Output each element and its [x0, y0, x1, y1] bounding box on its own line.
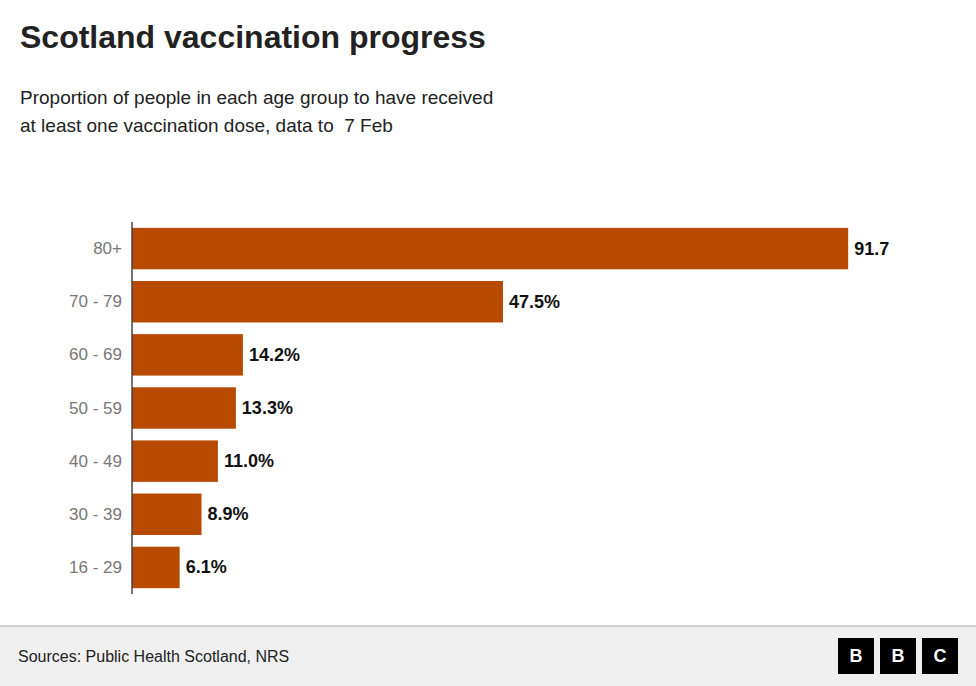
data-label: 47.5%	[509, 292, 560, 312]
logo-letter: C	[934, 646, 947, 666]
bar	[132, 547, 180, 588]
title: Scotland vaccination progress	[20, 19, 486, 55]
category-label: 80+	[93, 239, 122, 258]
bar	[132, 494, 202, 535]
subtitle: at least one vaccination dose, data to 7…	[20, 115, 393, 136]
footer-separator	[0, 625, 976, 626]
category-label: 40 - 49	[69, 452, 122, 471]
category-label: 70 - 79	[69, 292, 122, 311]
logo-box	[922, 638, 958, 674]
data-label: 14.2%	[249, 345, 300, 365]
source: Sources: Public Health Scotland, NRS	[18, 648, 289, 665]
footer	[0, 626, 976, 686]
background	[0, 0, 976, 686]
category-label: 60 - 69	[69, 345, 122, 364]
category-label: 50 - 59	[69, 399, 122, 418]
labels: 80+ 91.7 70 - 79 47.5% 60 - 69 14.2% 50 - 59 13…	[69, 239, 889, 578]
bars	[132, 228, 848, 588]
data-label: 8.9%	[208, 504, 249, 524]
category-label: 16 - 29	[69, 558, 122, 577]
data-label: 6.1%	[186, 557, 227, 577]
axis-line	[131, 222, 133, 594]
logo-letter: B	[892, 646, 905, 666]
chart: Scotland vaccination progress Proportion …	[0, 0, 976, 686]
data-label: 13.3%	[242, 398, 293, 418]
bar	[132, 387, 236, 428]
chart-container: Scotland vaccination progress Proportion …	[0, 0, 976, 686]
bar	[132, 440, 218, 481]
bar	[132, 228, 848, 269]
logo-box	[880, 638, 916, 674]
subtitle: Proportion of people in each age group t…	[20, 87, 493, 108]
data-label: 91.7	[854, 239, 889, 259]
bar	[132, 281, 503, 322]
bar	[132, 334, 243, 375]
category-label: 30 - 39	[69, 505, 122, 524]
data-label: 11.0%	[224, 451, 274, 471]
logo-letter: B	[850, 646, 863, 666]
logo-box	[838, 638, 874, 674]
